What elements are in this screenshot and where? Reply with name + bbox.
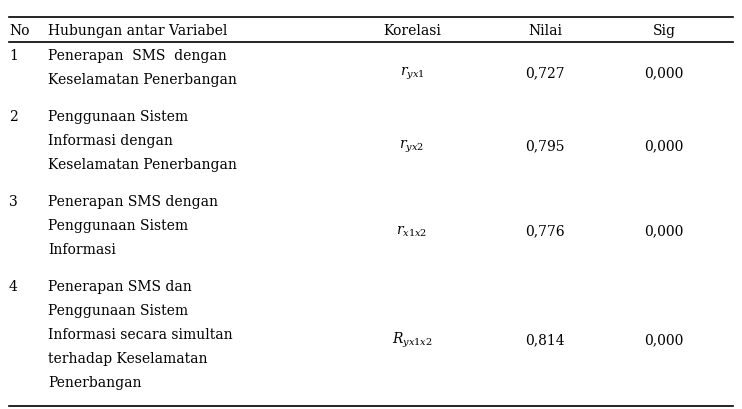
Text: 0,000: 0,000 xyxy=(644,333,684,346)
Text: Informasi: Informasi xyxy=(48,242,116,256)
Text: $R_{yx1x2}$: $R_{yx1x2}$ xyxy=(392,330,432,349)
Text: Informasi dengan: Informasi dengan xyxy=(48,134,173,148)
Text: terhadap Keselamatan: terhadap Keselamatan xyxy=(48,351,208,365)
Text: No: No xyxy=(9,24,30,38)
Text: $r_{x1x2}$: $r_{x1x2}$ xyxy=(396,224,427,238)
Text: 2: 2 xyxy=(9,110,18,124)
Text: $r_{yx2}$: $r_{yx2}$ xyxy=(399,138,424,154)
Text: 0,727: 0,727 xyxy=(525,66,565,80)
Text: 3: 3 xyxy=(9,194,18,209)
Text: Keselamatan Penerbangan: Keselamatan Penerbangan xyxy=(48,73,237,87)
Text: 1: 1 xyxy=(9,49,18,63)
Text: Informasi secara simultan: Informasi secara simultan xyxy=(48,327,233,341)
Text: Penggunaan Sistem: Penggunaan Sistem xyxy=(48,303,188,317)
Text: Penggunaan Sistem: Penggunaan Sistem xyxy=(48,110,188,124)
Text: Penggunaan Sistem: Penggunaan Sistem xyxy=(48,218,188,232)
Text: 0,000: 0,000 xyxy=(644,139,684,153)
Text: 0,000: 0,000 xyxy=(644,66,684,80)
Text: 0,000: 0,000 xyxy=(644,224,684,238)
Text: Korelasi: Korelasi xyxy=(383,24,441,38)
Text: 0,776: 0,776 xyxy=(525,224,565,238)
Text: Penerapan SMS dengan: Penerapan SMS dengan xyxy=(48,194,218,209)
Text: Sig: Sig xyxy=(653,24,675,38)
Text: Hubungan antar Variabel: Hubungan antar Variabel xyxy=(48,24,228,38)
Text: $r_{yx1}$: $r_{yx1}$ xyxy=(399,65,424,81)
Text: Keselamatan Penerbangan: Keselamatan Penerbangan xyxy=(48,157,237,171)
Text: Penerbangan: Penerbangan xyxy=(48,375,142,389)
Text: 0,795: 0,795 xyxy=(525,139,565,153)
Text: 4: 4 xyxy=(9,279,18,293)
Text: Nilai: Nilai xyxy=(528,24,562,38)
Text: 0,814: 0,814 xyxy=(525,333,565,346)
Text: Penerapan  SMS  dengan: Penerapan SMS dengan xyxy=(48,49,227,63)
Text: Penerapan SMS dan: Penerapan SMS dan xyxy=(48,279,192,293)
